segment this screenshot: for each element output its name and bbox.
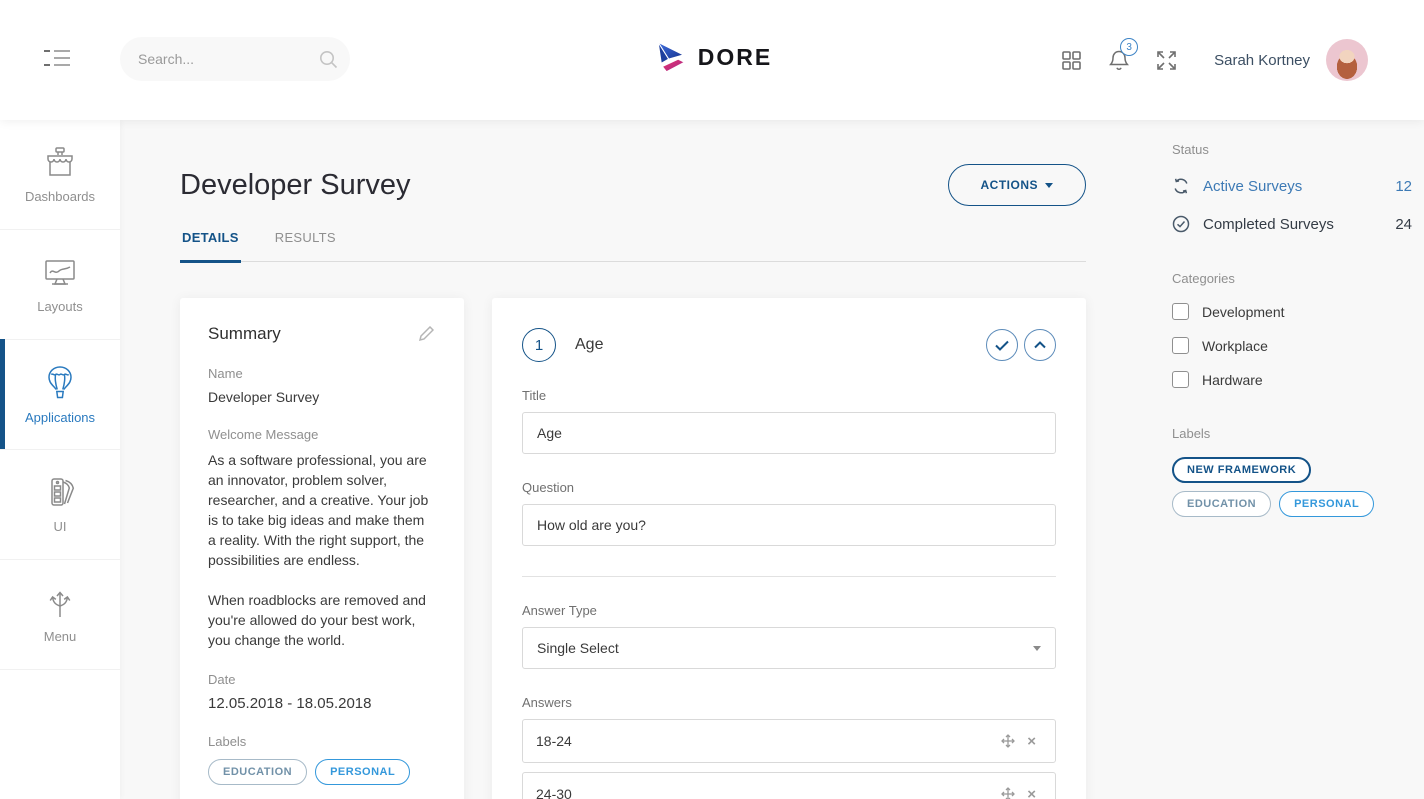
sidebar-item-applications[interactable]: Applications	[0, 339, 120, 450]
sidebar-item-label: Menu	[43, 628, 77, 644]
sidebar-item-dashboards[interactable]: Dashboards	[0, 120, 120, 230]
pencil-icon[interactable]	[416, 324, 436, 344]
status-label: Completed Surveys	[1203, 215, 1334, 233]
tab-results[interactable]: RESULTS	[274, 230, 336, 245]
checkbox-workplace[interactable]	[1172, 337, 1189, 354]
category-row-hardware: Hardware	[1172, 371, 1412, 388]
date-value: 12.05.2018 - 18.05.2018	[208, 695, 372, 712]
checkbox-development[interactable]	[1172, 303, 1189, 320]
answer-row: ×	[522, 772, 1056, 799]
name-value: Developer Survey	[208, 389, 320, 405]
move-handle-icon[interactable]	[995, 734, 1021, 748]
date-label: Date	[208, 672, 236, 687]
storefront-icon	[42, 146, 78, 180]
swatches-icon	[42, 476, 78, 510]
avatar[interactable]	[1326, 39, 1368, 81]
divider	[522, 576, 1056, 577]
status-completed-surveys[interactable]: Completed Surveys 24	[1172, 215, 1412, 233]
summary-card-title: Summary	[208, 324, 281, 343]
answer-row: ×	[522, 719, 1056, 763]
monitor-icon	[42, 256, 78, 290]
remove-answer-icon[interactable]: ×	[1021, 787, 1042, 799]
answers-label: Answers	[522, 695, 572, 710]
search-input[interactable]	[138, 51, 319, 67]
answer-input-1[interactable]	[536, 733, 996, 749]
hot-air-balloon-icon	[42, 365, 78, 401]
name-label: Name	[208, 366, 243, 381]
apps-grid-icon[interactable]	[1062, 50, 1081, 70]
sidebar-item-label: Layouts	[37, 298, 83, 314]
label-chip-education[interactable]: EDUCATION	[208, 759, 308, 785]
search-bar	[120, 37, 350, 81]
answer-input-2[interactable]	[536, 786, 996, 799]
status-value: 12	[1395, 177, 1412, 195]
answer-type-label: Answer Type	[522, 603, 597, 618]
actions-button[interactable]: ACTIONS	[947, 164, 1086, 206]
top-header: DORE 3 Sarah Kortney	[0, 0, 1424, 120]
menu-toggle-icon[interactable]	[44, 49, 70, 67]
collapse-question-button[interactable]	[1024, 329, 1056, 361]
checkbox-hardware[interactable]	[1172, 371, 1189, 388]
status-value: 24	[1395, 215, 1412, 233]
brand-name: DORE	[697, 43, 773, 70]
sidebar-item-layouts[interactable]: Layouts	[0, 230, 120, 340]
label-chip-personal[interactable]: PERSONAL	[315, 759, 411, 785]
brand-logo-icon	[652, 38, 690, 76]
category-row-development: Development	[1172, 303, 1412, 320]
notification-count-badge: 3	[1120, 38, 1139, 56]
remove-answer-icon[interactable]: ×	[1021, 734, 1042, 749]
answer-type-select[interactable]: Single Select	[522, 627, 1056, 669]
status-label: Active Surveys	[1203, 177, 1303, 195]
chevron-down-icon	[1045, 182, 1053, 188]
category-label: Workplace	[1202, 337, 1268, 354]
title-label: Title	[522, 388, 547, 403]
left-sidebar: Dashboards Layouts Applications	[0, 120, 120, 799]
answer-type-value: Single Select	[537, 640, 619, 656]
notifications-bell-icon[interactable]: 3	[1109, 38, 1139, 71]
question-label: Question	[522, 480, 575, 495]
labels-heading: Labels	[1172, 426, 1211, 441]
status-active-surveys[interactable]: Active Surveys 12	[1172, 177, 1412, 195]
question-card: 1 Age	[492, 298, 1086, 799]
right-panel: Status Active Surveys 12 Completed Surve…	[1172, 142, 1412, 517]
page-title: Developer Survey	[180, 168, 411, 201]
move-handle-icon[interactable]	[995, 787, 1021, 799]
sidebar-item-ui[interactable]: UI	[0, 450, 120, 560]
title-input[interactable]	[522, 412, 1056, 454]
question-number-badge: 1	[522, 328, 556, 362]
sidebar-item-label: Dashboards	[24, 188, 96, 204]
category-label: Hardware	[1202, 371, 1263, 388]
tab-bar: DETAILS RESULTS	[180, 230, 1086, 263]
sidebar-item-label: UI	[53, 518, 67, 534]
user-name[interactable]: Sarah Kortney	[1214, 51, 1310, 69]
label-chip-personal[interactable]: PERSONAL	[1279, 491, 1375, 517]
search-icon[interactable]	[319, 50, 338, 69]
dropdown-caret-icon	[1033, 645, 1041, 651]
split-arrows-icon	[42, 586, 78, 620]
label-chip-education[interactable]: EDUCATION	[1172, 491, 1272, 517]
summary-card: Summary Name Developer Survey Welcome Me…	[180, 298, 464, 799]
question-input[interactable]	[522, 504, 1056, 546]
category-label: Development	[1202, 303, 1285, 320]
main-area: Developer Survey ACTIONS DETAILS RESULTS…	[120, 120, 1424, 799]
category-row-workplace: Workplace	[1172, 337, 1412, 354]
welcome-paragraph-1: As a software professional, you are an i…	[208, 452, 429, 568]
check-circle-icon	[1172, 215, 1190, 233]
label-chip-new-framework[interactable]: NEW FRAMEWORK	[1172, 457, 1312, 483]
categories-heading: Categories	[1172, 271, 1235, 286]
sidebar-item-menu[interactable]: Menu	[0, 560, 120, 670]
sidebar-item-label: Applications	[24, 409, 96, 425]
welcome-message-text: As a software professional, you are an i…	[208, 450, 436, 650]
sync-icon	[1172, 177, 1190, 195]
question-heading: Age	[575, 336, 604, 353]
fullscreen-icon[interactable]	[1157, 50, 1176, 70]
actions-button-label: ACTIONS	[980, 178, 1038, 192]
tab-details[interactable]: DETAILS	[180, 230, 241, 263]
labels-label: Labels	[208, 734, 247, 749]
status-heading: Status	[1172, 142, 1209, 157]
welcome-paragraph-2: When roadblocks are removed and you're a…	[208, 592, 426, 648]
brand-logo: DORE	[652, 38, 772, 76]
confirm-question-button[interactable]	[986, 329, 1018, 361]
welcome-message-label: Welcome Message	[208, 427, 319, 442]
